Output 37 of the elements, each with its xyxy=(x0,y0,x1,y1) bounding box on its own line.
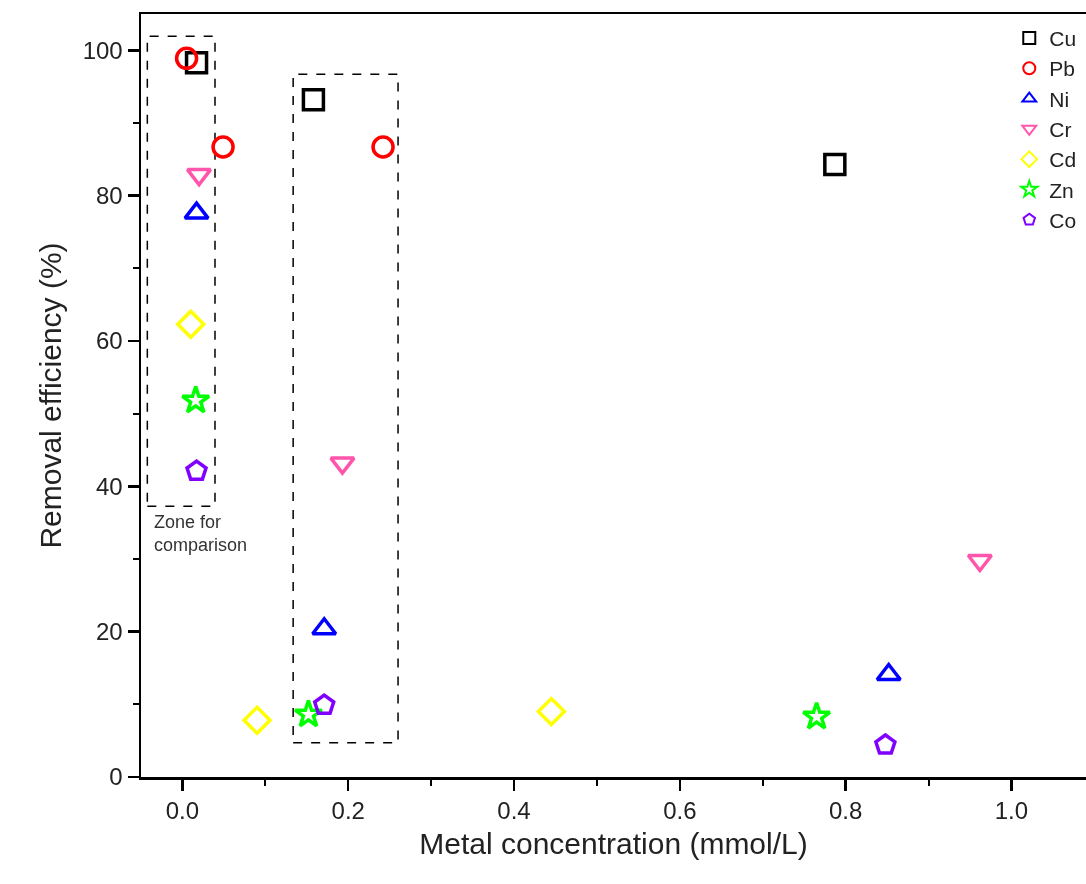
y-tick-label: 0 xyxy=(109,763,123,791)
point xyxy=(875,662,903,682)
y-tick-label: 60 xyxy=(96,327,123,355)
legend-label: Zn xyxy=(1049,178,1074,202)
legend-label: Cu xyxy=(1049,27,1077,51)
point xyxy=(211,135,235,159)
point xyxy=(293,698,324,728)
legend-label: Co xyxy=(1049,208,1077,232)
point xyxy=(174,46,199,71)
x-tick-label: 0.4 xyxy=(497,797,531,825)
x-tick-label: 0.2 xyxy=(331,797,365,825)
y-tick-label: 40 xyxy=(96,472,123,500)
y-tick-label: 100 xyxy=(82,36,123,64)
y-tick-label: 80 xyxy=(96,182,123,210)
x-tick-label: 1.0 xyxy=(994,797,1029,825)
x-axis-title: Metal concentration (mmol/L) xyxy=(419,827,808,861)
point xyxy=(242,705,272,736)
point xyxy=(175,309,206,340)
x-tick-label: 0.8 xyxy=(828,797,863,825)
point xyxy=(312,693,336,715)
annotation: Zone for comparison xyxy=(154,512,248,556)
y-axis-title: Removal efficiency (%) xyxy=(34,242,68,549)
legend-label: Ni xyxy=(1049,87,1070,111)
x-tick-label: 0.6 xyxy=(663,797,697,825)
point xyxy=(185,459,208,481)
y-tick-label: 20 xyxy=(96,618,123,646)
legend-label: Pb xyxy=(1049,57,1075,81)
point xyxy=(874,733,897,755)
legend-label: Cd xyxy=(1049,148,1077,172)
x-tick-label: 0.0 xyxy=(165,797,200,825)
legend-label: Cr xyxy=(1049,118,1072,142)
point xyxy=(301,88,326,112)
point xyxy=(536,696,567,727)
point xyxy=(801,700,832,730)
point xyxy=(823,152,847,177)
point xyxy=(180,384,211,414)
point xyxy=(371,135,395,159)
